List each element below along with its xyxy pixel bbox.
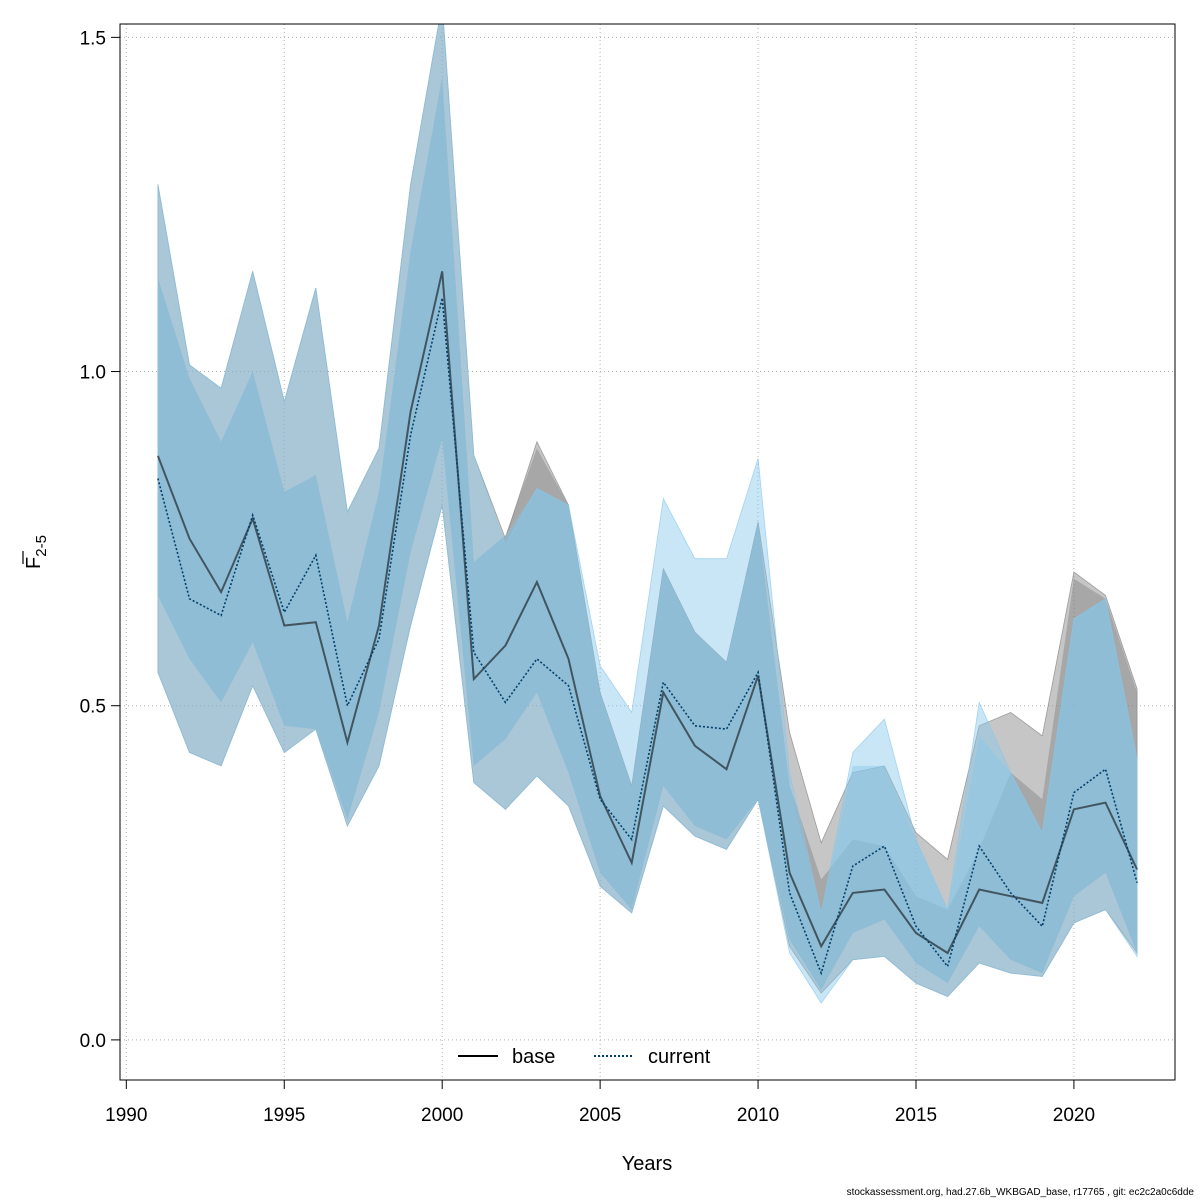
x-tick-label-1990: 1990 — [105, 1105, 147, 1126]
x-tick-label-2000: 2000 — [421, 1105, 463, 1126]
base-inner-band — [157, 77, 1138, 990]
x-tick-label-2015: 2015 — [895, 1105, 937, 1126]
legend: base current — [458, 1046, 711, 1068]
y-tick-label-1: 0.5 — [80, 697, 106, 718]
confidence-bands — [157, 24, 1138, 1004]
current-outer-band — [157, 24, 1138, 1004]
grid-lines — [120, 24, 1175, 1080]
current-line — [157, 297, 1138, 976]
x-axis-title: Years — [622, 1153, 672, 1175]
current-inner-band — [157, 77, 1138, 990]
x-tick-label-2010: 2010 — [737, 1105, 779, 1126]
legend-base-label: base — [512, 1046, 555, 1068]
y-axis-title-subscript: 2-5 — [33, 535, 50, 557]
y-axis-title: F2-5 — [22, 535, 50, 569]
y-tick-label-0: 0.0 — [80, 1031, 106, 1052]
y-tick-label-3: 1.5 — [80, 28, 106, 49]
x-tick-label-1995: 1995 — [263, 1105, 305, 1126]
axes: 1990 1995 2000 2005 2010 2015 2020 0.0 0.5 1.0 1.5 — [80, 28, 1095, 1126]
y-tick-label-2: 1.0 — [80, 363, 106, 384]
base-line — [156, 271, 1139, 955]
x-tick-label-2020: 2020 — [1053, 1105, 1095, 1126]
estimate-lines — [156, 271, 1139, 976]
legend-current-label: current — [648, 1046, 711, 1068]
footer-credit: stockassessment.org, had.27.6b_WKBGAD_ba… — [846, 1187, 1194, 1198]
x-tick-label-2005: 2005 — [579, 1105, 621, 1126]
y-axis-title-main: F — [23, 557, 45, 569]
svg-text:F2-5: F2-5 — [23, 535, 50, 569]
